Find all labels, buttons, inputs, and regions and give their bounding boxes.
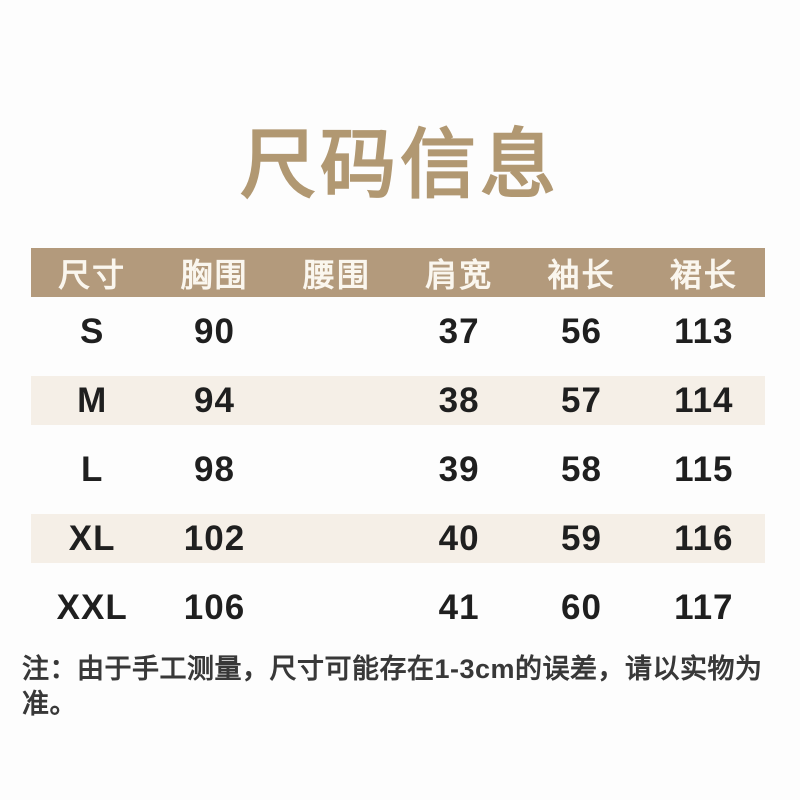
table-cell: 102 [183, 518, 246, 558]
page-title: 尺码信息 [240, 123, 560, 208]
table-body: S 90 37 56 113 M 94 38 57 114 L 98 39 58 115 XL 102 40 59 1… [31, 297, 765, 642]
table-cell [276, 435, 398, 504]
table-row: S 90 37 56 113 [31, 297, 765, 366]
table-cell: S [79, 311, 105, 351]
table-row: L 98 39 58 115 [31, 435, 765, 504]
table-cell: XL [68, 518, 116, 558]
table-cell: 117 [674, 587, 734, 627]
size-table: 尺寸 胸围 腰围 肩宽 袖长 裙长 S 90 37 56 113 M 94 38 57 114 L 98 39 58… [31, 248, 765, 642]
column-header: 尺寸 [58, 256, 127, 293]
table-cell: L [80, 449, 104, 489]
table-cell: 113 [674, 311, 734, 351]
table-cell: 115 [674, 449, 734, 489]
table-cell: 94 [194, 380, 235, 420]
table-cell: 90 [194, 311, 235, 351]
table-row: M 94 38 57 114 [31, 366, 765, 435]
table-cell: 40 [438, 518, 480, 558]
column-header: 胸围 [180, 256, 249, 293]
table-cell: 98 [194, 449, 235, 489]
column-header: 肩宽 [425, 256, 494, 293]
column-header: 袖长 [547, 256, 616, 293]
column-header: 腰围 [302, 256, 371, 293]
table-cell: 57 [561, 380, 602, 420]
table-cell: 38 [438, 380, 480, 420]
column-header: 裙长 [669, 256, 738, 293]
table-cell: 60 [561, 587, 602, 627]
table-cell: 39 [438, 449, 480, 489]
table-cell [276, 297, 398, 366]
table-cell: XXL [56, 587, 128, 627]
table-cell: 56 [561, 311, 602, 351]
table-cell: 41 [438, 587, 480, 627]
table-cell [276, 514, 398, 563]
table-cell: 37 [438, 311, 480, 351]
table-cell: 106 [183, 587, 246, 627]
table-header-row: 尺寸 胸围 腰围 肩宽 袖长 裙长 [31, 248, 765, 297]
table-row: XL 102 40 59 116 [31, 504, 765, 573]
table-cell: 58 [561, 449, 602, 489]
table-cell [276, 376, 398, 425]
table-cell: M [77, 380, 108, 420]
table-row: XXL 106 41 60 117 [31, 573, 765, 642]
table-cell: 114 [674, 380, 734, 420]
measurement-note: 注：由于手工测量，尺寸可能存在1-3cm的误差，请以实物为准。 [22, 654, 763, 720]
table-cell: 116 [674, 518, 734, 558]
table-cell: 59 [561, 518, 602, 558]
table-cell [276, 573, 398, 642]
